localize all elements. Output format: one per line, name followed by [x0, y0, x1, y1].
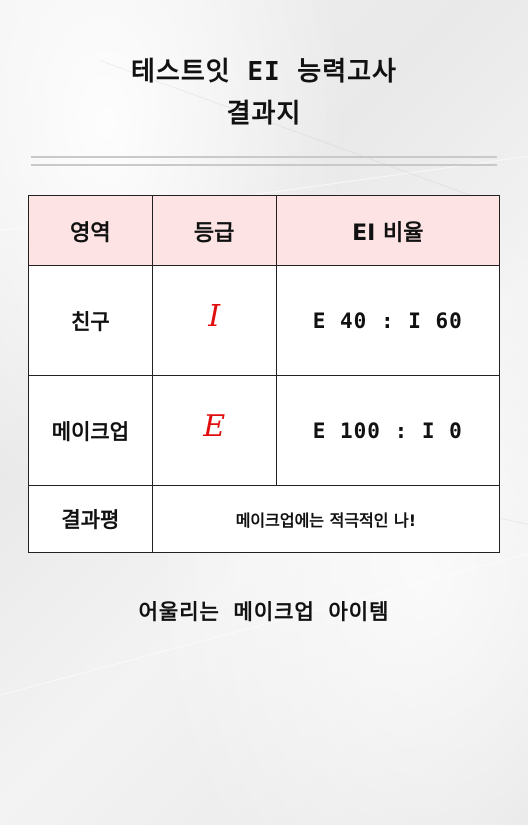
- summary-label-cell: 결과평: [28, 485, 153, 553]
- ratio-value: E 40 : I 60: [312, 308, 463, 333]
- ratio-cell: E 40 : I 60: [275, 265, 501, 376]
- summary-text-cell: 메이크업에는 적극적인 나!: [151, 485, 501, 553]
- summary-label: 결과평: [61, 508, 120, 532]
- header-ratio: EI 비율: [275, 195, 501, 266]
- divider-line: [31, 164, 497, 166]
- ratio-cell: E 100 : I 0: [275, 375, 501, 486]
- area-cell: 친구: [28, 265, 153, 376]
- makeup-items-heading: 어울리는 메이크업 아이템: [138, 600, 390, 624]
- area-label: 친구: [71, 309, 110, 334]
- page-title: 테스트잇 EI 능력고사: [131, 57, 397, 87]
- table-header-row: 영역 등급 EI 비율: [28, 195, 501, 266]
- result-table: 영역 등급 EI 비율 친구 I E 40 : I 60 메이크업 E E 10…: [28, 195, 501, 553]
- grade-value: I: [208, 299, 221, 334]
- table-row: 메이크업 E E 100 : I 0: [28, 375, 501, 486]
- grade-cell: I: [151, 265, 277, 376]
- divider-line: [31, 156, 497, 158]
- area-cell: 메이크업: [28, 375, 153, 486]
- ratio-value: E 100 : I 0: [312, 418, 463, 443]
- grade-cell: E: [151, 375, 277, 486]
- area-label: 메이크업: [51, 419, 130, 444]
- header-grade: 등급: [151, 195, 277, 266]
- summary-text: 메이크업에는 적극적인 나!: [235, 511, 417, 530]
- page-subtitle: 결과지: [226, 99, 302, 129]
- header-area: 영역: [28, 195, 153, 266]
- table-row: 친구 I E 40 : I 60: [28, 265, 501, 376]
- grade-value: E: [203, 409, 226, 444]
- summary-row: 결과평 메이크업에는 적극적인 나!: [28, 485, 501, 553]
